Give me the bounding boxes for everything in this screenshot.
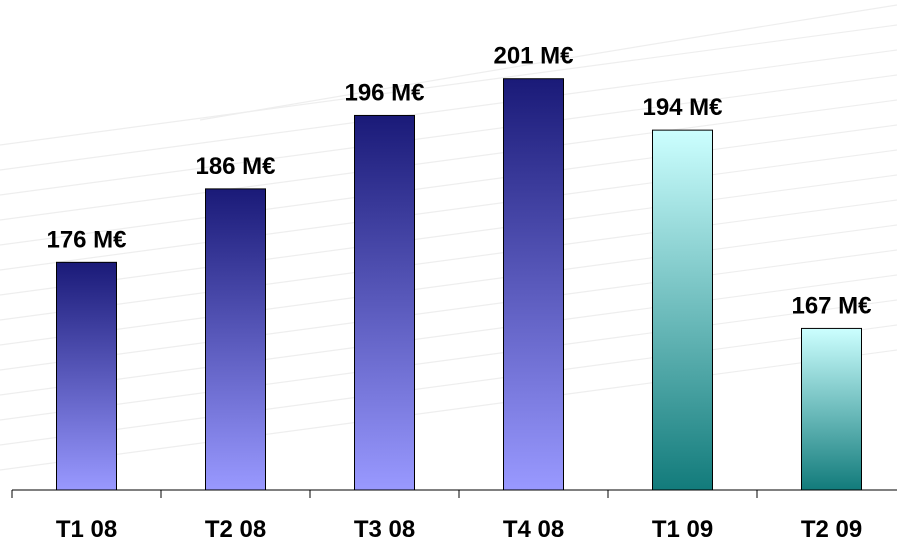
x-tick-label: T2 08: [205, 516, 266, 543]
x-tick-label: T4 08: [503, 516, 564, 543]
x-tick-label: T1 08: [56, 516, 117, 543]
bar-t1-08: [56, 261, 117, 491]
background-decoration: [0, 4, 897, 471]
value-label: 196 M€: [344, 79, 424, 106]
x-tick-label: T3 08: [354, 516, 415, 543]
x-axis-tick-labels: T1 08 T2 08 T3 08 T4 08 T1 09 T2 09: [56, 516, 862, 543]
bar-t4-08: [503, 78, 564, 491]
bar-t1-09: [652, 129, 713, 491]
bar-t3-08: [354, 114, 415, 491]
value-label: 186 M€: [195, 153, 275, 180]
bar-t2-08: [205, 188, 266, 491]
value-label: 201 M€: [493, 43, 573, 70]
value-labels-group: 176 M€ 186 M€ 196 M€ 201 M€ 194 M€ 167 M€: [46, 43, 871, 320]
value-label: 176 M€: [46, 226, 126, 253]
x-axis-ticks: [11, 490, 758, 498]
value-label: 167 M€: [791, 292, 871, 319]
bar-t2-09: [801, 327, 862, 491]
value-label: 194 M€: [642, 94, 722, 121]
bars-group: [56, 78, 862, 491]
x-tick-label: T2 09: [801, 516, 862, 543]
x-tick-label: T1 09: [652, 516, 713, 543]
